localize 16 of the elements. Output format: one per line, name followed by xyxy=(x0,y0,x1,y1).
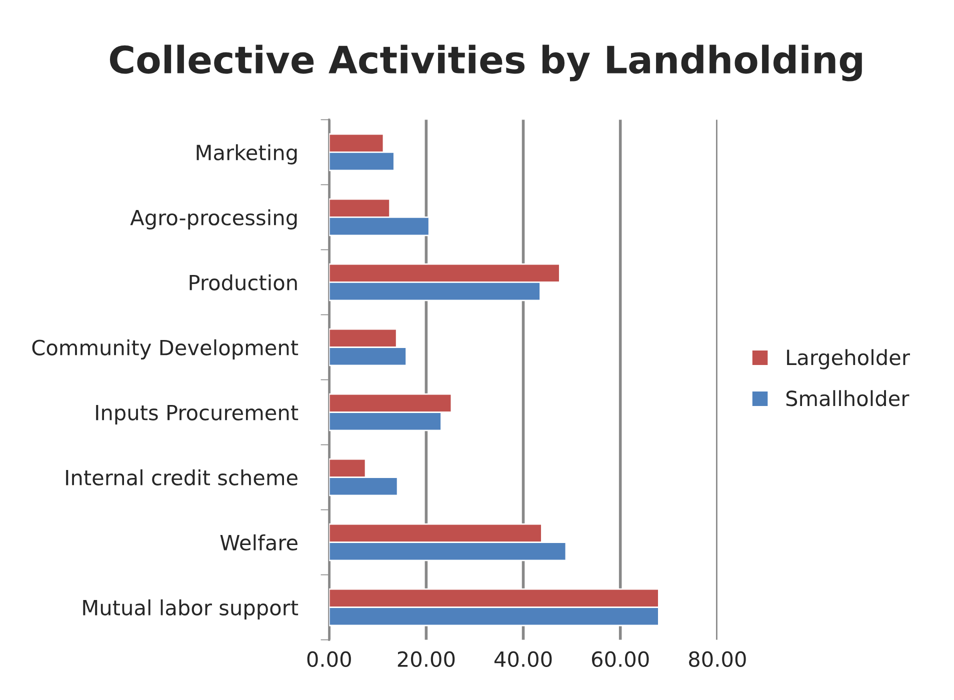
x-tick-label: 40.00 xyxy=(494,651,552,668)
legend-label: Largeholder xyxy=(787,349,910,370)
y-tick-label: Production xyxy=(190,274,297,290)
y-tick-label: Community Development xyxy=(32,339,298,360)
x-tick-label: 60.00 xyxy=(592,651,649,668)
x-tick-label: 80.00 xyxy=(689,651,746,668)
x-tick-label: 0.00 xyxy=(307,651,351,668)
x-tick-label: 20.00 xyxy=(398,651,455,668)
chart-title: Collective Activities by Landholding xyxy=(110,44,862,82)
y-tick-label: Inputs Procurement xyxy=(96,404,298,425)
y-tick-label: Agro-processing xyxy=(130,209,297,230)
legend-label: Smallholder xyxy=(786,390,910,406)
y-tick-label: Welfare xyxy=(220,534,298,550)
y-tick-label: Internal credit scheme xyxy=(66,469,298,486)
y-tick-label: Mutual labor support xyxy=(83,599,298,620)
y-tick-label: Marketing xyxy=(196,144,297,164)
